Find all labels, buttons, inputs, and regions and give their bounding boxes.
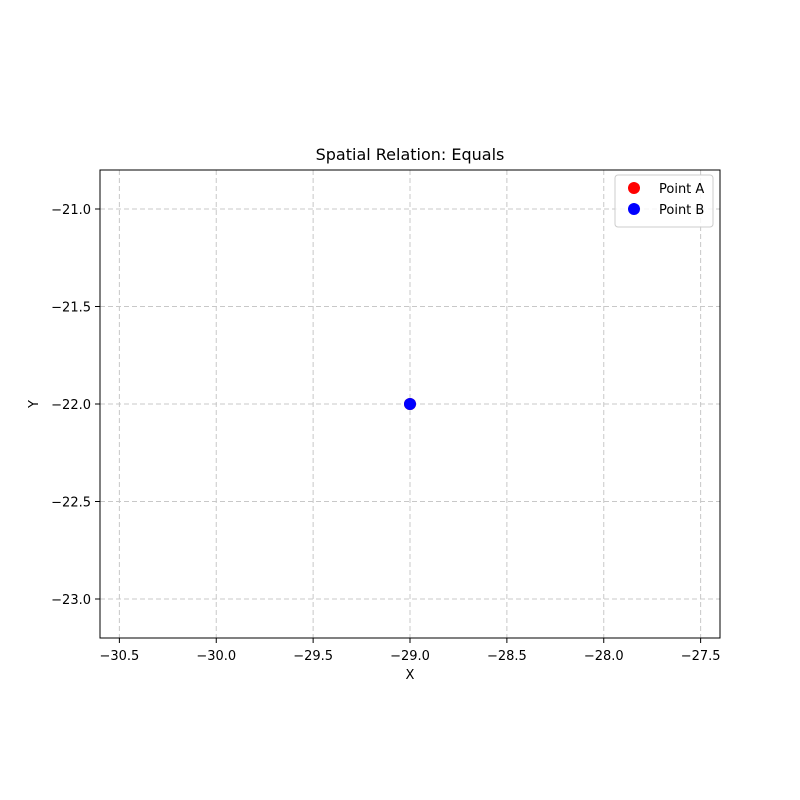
- x-tick-label: −29.0: [390, 649, 430, 664]
- data-points: [404, 398, 416, 410]
- y-axis-label: Y: [27, 400, 42, 409]
- y-axis-ticks: −21.0 −21.5 −22.0 −22.5 −23.0: [51, 203, 100, 608]
- legend-marker: [628, 203, 640, 215]
- x-tick-label: −29.5: [293, 649, 333, 664]
- x-tick-label: −27.5: [681, 649, 721, 664]
- y-tick-label: −22.0: [51, 398, 91, 413]
- point-b: [404, 398, 416, 410]
- chart-title: Spatial Relation: Equals: [316, 145, 505, 164]
- x-tick-label: −30.0: [196, 649, 236, 664]
- y-tick-label: −21.0: [51, 203, 91, 218]
- y-tick-label: −22.5: [51, 496, 91, 511]
- legend: Point A Point B: [614, 174, 714, 228]
- legend-marker: [628, 182, 640, 194]
- x-tick-label: −28.5: [487, 649, 527, 664]
- legend-label: Point B: [659, 203, 704, 218]
- legend-label: Point A: [659, 182, 704, 197]
- x-axis-label: X: [406, 668, 415, 683]
- x-tick-label: −30.5: [99, 649, 139, 664]
- y-tick-label: −23.0: [51, 593, 91, 608]
- x-axis-ticks: −30.5 −30.0 −29.5 −29.0 −28.5 −28.0 −27.5: [99, 638, 721, 664]
- y-tick-label: −21.5: [51, 301, 91, 316]
- x-tick-label: −28.0: [584, 649, 624, 664]
